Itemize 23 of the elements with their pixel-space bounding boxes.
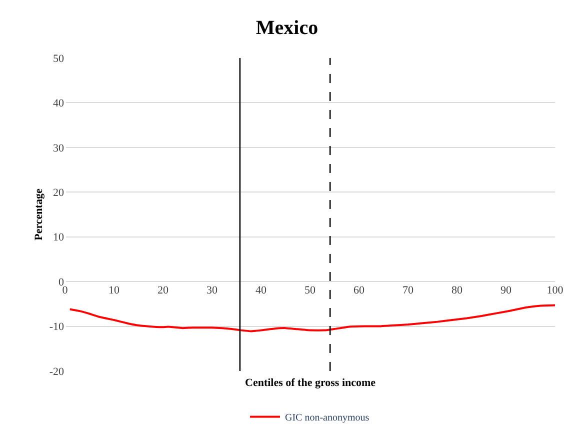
y-tick-label: -10: [49, 321, 64, 334]
x-tick-label: 20: [158, 284, 169, 297]
y-tick-label: -20: [49, 366, 64, 378]
x-tick-label: 70: [402, 284, 414, 297]
x-tick-label: 90: [500, 284, 512, 297]
x-axis-title: Centiles of the gross income: [245, 377, 376, 389]
y-tick-label: 10: [53, 232, 64, 244]
y-axis-title: Percentage: [32, 188, 45, 240]
x-tick-label: 60: [354, 284, 365, 297]
y-tick-label: 30: [53, 142, 64, 154]
x-tick-label: 100: [546, 284, 564, 297]
x-tick-label: 40: [256, 284, 267, 297]
y-tick-label: 20: [53, 186, 64, 199]
line-series: [68, 304, 555, 332]
x-tick-label: 10: [108, 284, 120, 297]
x-tick-label: 30: [206, 284, 218, 297]
y-tick-label: 0: [58, 276, 64, 288]
x-tick-label: 80: [452, 284, 463, 297]
chart-title: Mexico: [256, 16, 318, 39]
y-tick-label: 40: [53, 98, 64, 110]
y-tick-label: 50: [53, 52, 64, 65]
x-tick-label: 50: [304, 284, 316, 297]
legend-label: GIC non-anonymous: [285, 412, 370, 424]
